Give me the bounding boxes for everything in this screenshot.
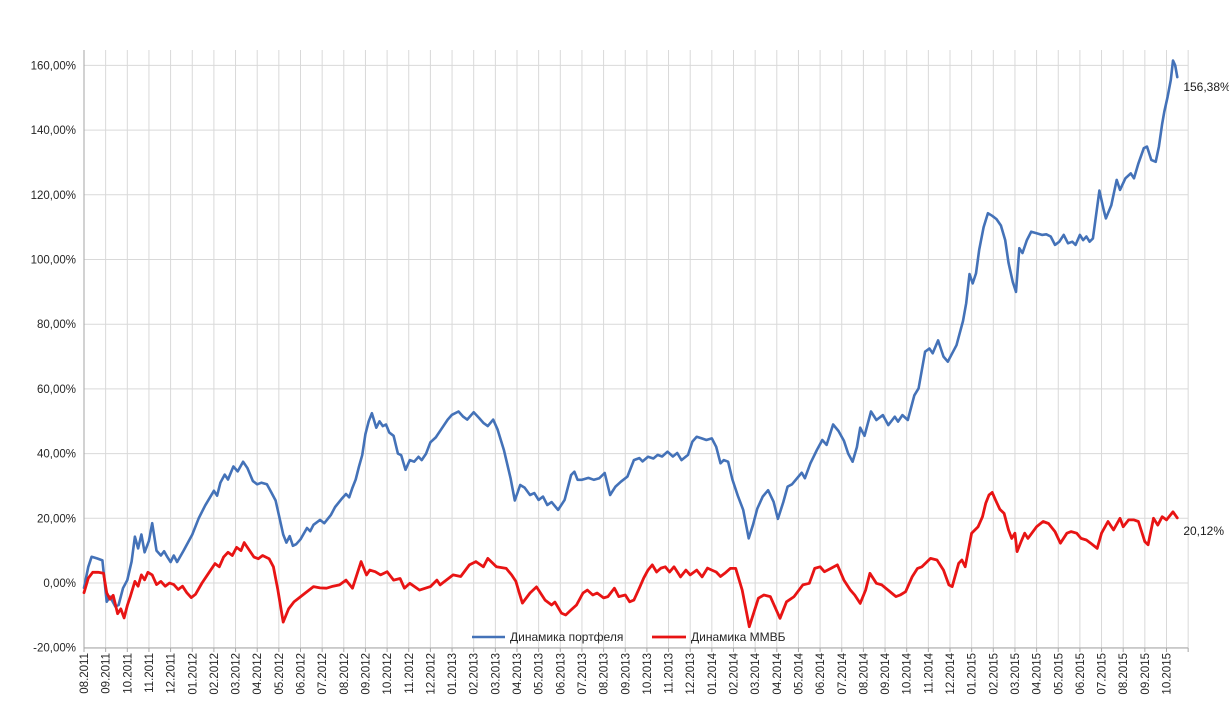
series-end-labels: 156,38% 20,12% [1183,80,1229,538]
y-axis-tick-label: 60,00% [37,384,76,396]
legend-label-micex: Динамика ММВБ [691,630,786,644]
x-axis-tick-label: 09.2011 [101,653,113,694]
x-axis-tick-label: 06.2014 [815,652,827,694]
micex-series-line [82,490,1179,629]
x-axis-tick-label: 02.2014 [729,652,741,694]
x-axis-tick-label: 06.2013 [555,653,567,695]
x-axis-tick-label: 10.2011 [122,653,134,694]
x-axis-tick-label: 05.2014 [793,652,805,694]
x-axis-tick-label: 09.2013 [620,653,632,695]
x-axis-tick-label: 05.2015 [1053,653,1065,695]
x-axis-tick-label: 03.2012 [231,653,243,695]
x-axis-tick-label: 11.2012 [404,653,416,694]
x-axis-tick-marks [83,648,1189,652]
y-axis-tick-labels: 160,00% 140,00% 120,00% 100,00% 80,00% 60,00%… [31,60,76,654]
y-axis-tick-label: 120,00% [31,190,76,202]
x-axis-tick-label: 09.2012 [360,653,372,695]
legend-item-micex: Динамика ММВБ [652,630,786,644]
y-axis-tick-label: 80,00% [37,319,76,331]
y-axis-tick-label: 20,00% [37,513,76,525]
x-axis-tick-label: 07.2014 [837,652,849,694]
x-axis-tick-label: 07.2013 [577,653,589,695]
x-axis-tick-label: 06.2012 [296,653,308,695]
y-axis-tick-label: -20,00% [33,643,76,655]
y-axis-tick-label: 140,00% [31,125,76,137]
x-axis-tick-label: 07.2015 [1097,653,1109,695]
x-axis-tick-label: 11.2011 [144,653,156,693]
x-axis-tick-label: 05.2013 [534,653,546,695]
x-axis-tick-label: 03.2015 [1010,653,1022,695]
legend-item-portfolio: Динамика портфеля [472,630,623,644]
x-axis-tick-label: 08.2013 [599,653,611,695]
x-axis-tick-label: 05.2012 [274,653,286,695]
x-axis-tick-label: 04.2015 [1032,653,1044,695]
gridlines-vertical [83,50,1189,648]
legend: Динамика портфеля Динамика ММВБ [472,630,786,644]
x-axis-tick-label: 12.2011 [166,653,178,694]
x-axis-tick-labels: 08.2011 09.2011 10.2011 11.2011 12.2011 01.20… [79,652,1174,694]
x-axis-tick-label: 01.2013 [447,653,459,695]
x-axis-tick-label: 09.2014 [880,652,892,694]
x-axis-tick-label: 08.2011 [79,653,91,694]
x-axis-tick-label: 01.2012 [187,653,199,695]
x-axis-tick-label: 02.2012 [209,653,221,695]
x-axis-tick-label: 12.2014 [945,652,957,694]
x-axis-tick-label: 01.2015 [967,653,979,695]
x-axis-tick-label: 10.2012 [382,653,394,695]
x-axis-tick-label: 02.2013 [469,653,481,695]
x-axis-tick-label: 08.2014 [858,652,870,694]
x-axis-tick-label: 11.2013 [664,653,676,694]
axes [83,50,1189,649]
x-axis-tick-label: 07.2012 [317,653,329,695]
x-axis-tick-label: 04.2014 [772,652,784,694]
x-axis-tick-label: 03.2014 [750,652,762,694]
x-axis-tick-label: 09.2015 [1140,653,1152,695]
y-axis-tick-label: 0,00% [43,578,76,590]
x-axis-tick-label: 12.2013 [685,653,697,695]
x-axis-tick-label: 11.2014 [923,652,935,693]
series-lines [82,59,1179,629]
x-axis-tick-label: 01.2014 [707,652,719,694]
x-axis-tick-label: 02.2015 [988,653,1000,695]
y-axis-tick-label: 160,00% [31,60,76,72]
portfolio-end-value-label: 156,38% [1183,80,1229,94]
x-axis-tick-label: 08.2012 [339,653,351,695]
x-axis-tick-label: 03.2013 [490,653,502,695]
x-axis-tick-label: 06.2015 [1075,653,1087,695]
portfolio-series-line [82,59,1179,608]
x-axis-tick-label: 12.2012 [425,653,437,695]
x-axis-tick-label: 08.2015 [1118,653,1130,695]
y-axis-tick-label: 40,00% [37,449,76,461]
legend-label-portfolio: Динамика портфеля [510,630,623,644]
x-axis-tick-label: 10.2014 [902,652,914,694]
x-axis-tick-label: 10.2013 [642,653,654,695]
x-axis-tick-label: 04.2012 [252,653,264,695]
micex-end-value-label: 20,12% [1183,524,1224,538]
y-axis-tick-label: 100,00% [31,255,76,267]
x-axis-tick-label: 10.2015 [1162,653,1174,695]
gridlines-horizontal [84,64,1189,649]
x-axis-tick-label: 04.2013 [512,653,524,695]
